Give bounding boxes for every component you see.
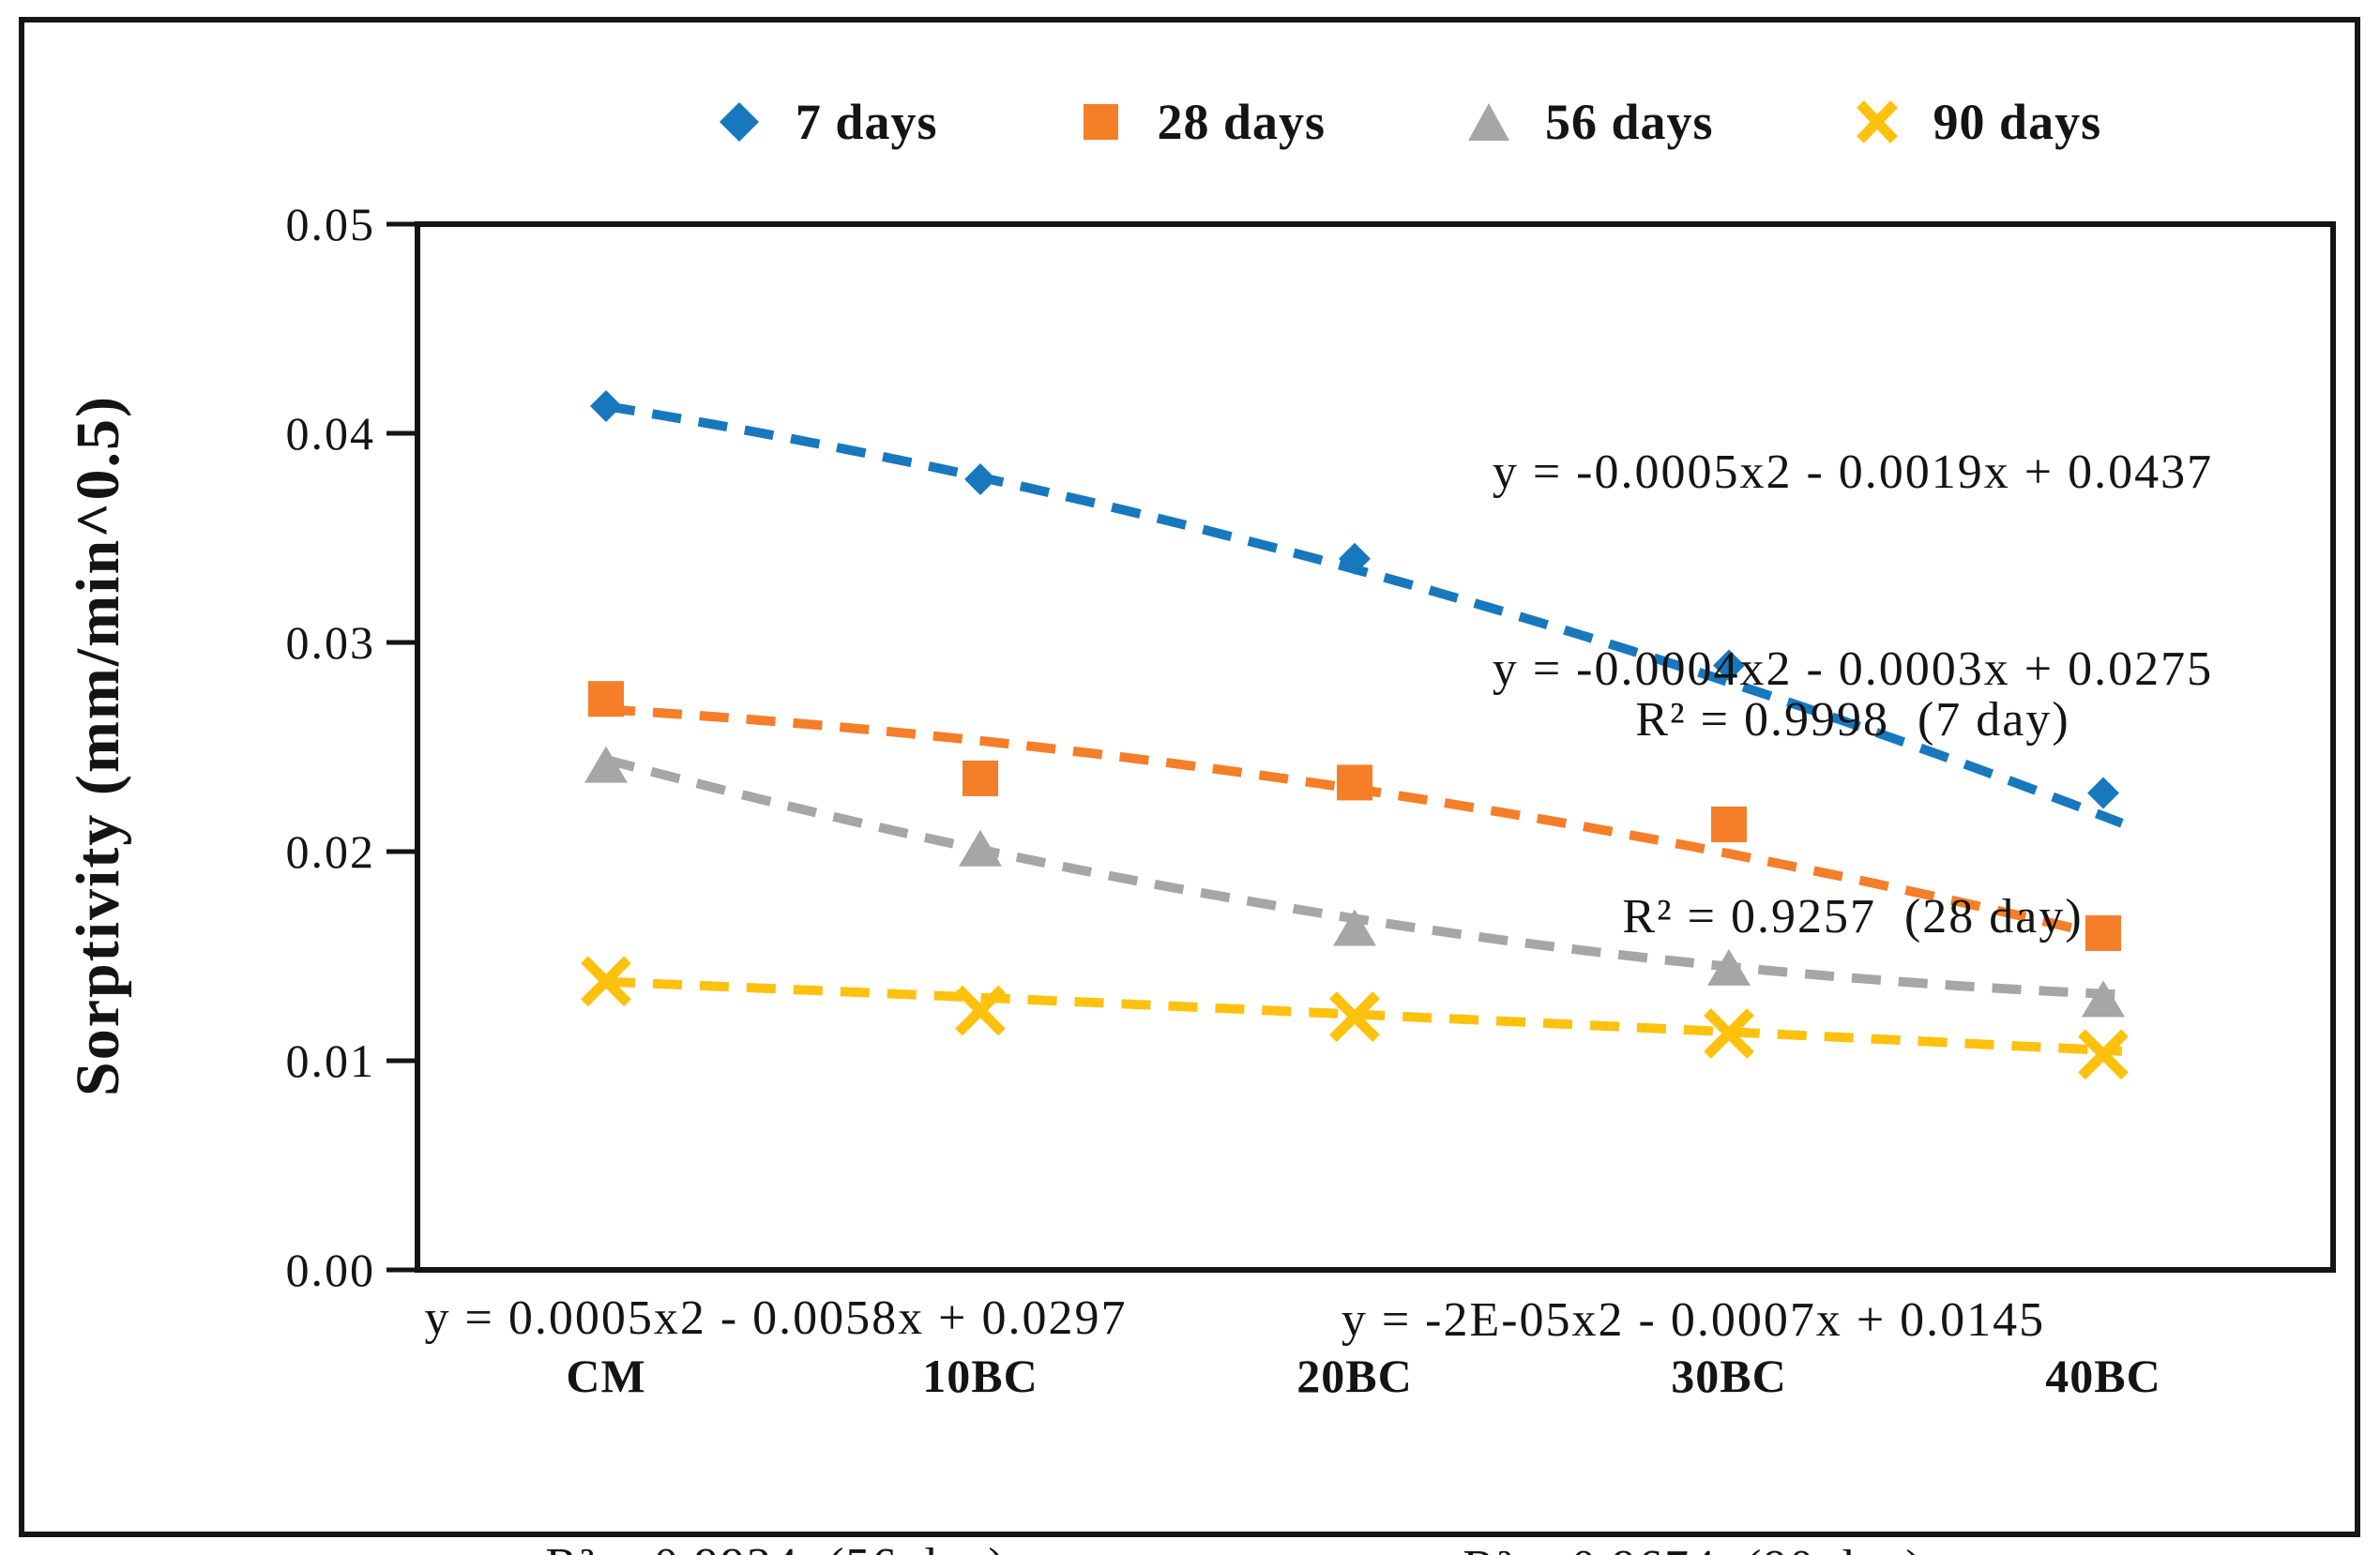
figure-border xyxy=(19,17,2360,1537)
x-category-label-20bc: 20BC xyxy=(1296,1350,1413,1402)
marker-28-days-cm xyxy=(588,681,624,717)
legend-label-56-days: 56 days xyxy=(1545,94,1714,150)
marker-90-days-20bc xyxy=(1329,991,1380,1043)
legend-label-28-days: 28 days xyxy=(1157,94,1326,150)
marker-28-days-30bc xyxy=(1711,807,1747,843)
equation-56-day-formula: y = 0.0005x2 - 0.0058x + 0.0297 xyxy=(424,1291,1128,1345)
marker-7-days-40bc xyxy=(2087,777,2119,809)
equation-7-day-formula: y = -0.0005x2 - 0.0019x + 0.0437 xyxy=(1492,445,2214,499)
equation-90-day: y = -2E-05x2 - 0.0007x + 0.0145 R² = 0.9… xyxy=(1154,1114,2233,1555)
marker-56-days-20bc xyxy=(1333,909,1376,946)
marker-56-days-10bc xyxy=(959,829,1002,867)
trendline-56-days xyxy=(604,755,2123,1000)
marker-7-days-cm xyxy=(590,390,622,423)
y-tick-label-000: 0.00 xyxy=(285,1244,375,1296)
x-category-label-cm: CM xyxy=(566,1350,646,1402)
marker-90-days-30bc xyxy=(1704,1008,1754,1059)
equation-28-day: y = -0.0004x2 - 0.0003x + 0.0275 R² = 0.… xyxy=(1313,463,2380,1124)
x-marker-icon xyxy=(1856,100,1898,143)
y-tick-label-005: 0.05 xyxy=(285,198,375,250)
x-category-label-10bc: 10BC xyxy=(922,1350,1038,1402)
y-axis-title: Sorptivity (mm/min^0.5) xyxy=(64,395,132,1096)
equation-90-day-r2: R² = 0.9674 (90 day) xyxy=(1154,1527,2233,1555)
equation-7-day-r2: R² = 0.9998 (7 day) xyxy=(1635,693,2070,747)
y-tick-label-002: 0.02 xyxy=(285,825,375,878)
legend-item-90-days: 90 days xyxy=(1853,93,2102,151)
marker-7-days-30bc xyxy=(1713,649,1745,682)
equation-90-day-formula: y = -2E-05x2 - 0.0007x + 0.0145 xyxy=(1341,1293,2046,1347)
equation-56-day-r2: R² = 0.9924 (56 day) xyxy=(236,1525,1315,1555)
legend-item-7-days: 7 days xyxy=(715,93,938,151)
equation-7-day: y = -0.0005x2 - 0.0019x + 0.0437 R² = 0.… xyxy=(1313,266,2380,927)
legend: 7 days 28 days 56 days 90 days xyxy=(417,77,2333,167)
y-tick-label-004: 0.04 xyxy=(285,407,375,460)
marker-7-days-20bc xyxy=(1339,542,1371,575)
marker-28-days-10bc xyxy=(963,760,998,796)
marker-56-days-40bc xyxy=(2082,980,2125,1018)
legend-item-56-days: 56 days xyxy=(1464,93,1714,151)
marker-56-days-30bc xyxy=(1707,948,1751,986)
marker-28-days-40bc xyxy=(2085,914,2121,951)
marker-7-days-10bc xyxy=(964,463,996,496)
x-category-label-40bc: 40BC xyxy=(2045,1350,2161,1402)
trendline-7-days xyxy=(605,401,2124,828)
marker-28-days-20bc xyxy=(1337,764,1372,801)
equation-28-day-r2: R² = 0.9257 (28 day) xyxy=(1622,890,2084,944)
x-category-label-30bc: 30BC xyxy=(1671,1350,1787,1402)
legend-label-7-days: 7 days xyxy=(795,94,938,150)
y-tick-label-003: 0.03 xyxy=(285,616,375,669)
marker-90-days-10bc xyxy=(955,985,1006,1036)
legend-item-28-days: 28 days xyxy=(1076,93,1326,151)
triangle-marker-icon xyxy=(1468,103,1509,141)
marker-90-days-cm xyxy=(581,956,631,1007)
equation-28-day-formula: y = -0.0004x2 - 0.0003x + 0.0275 xyxy=(1492,642,2214,696)
y-tick-label-001: 0.01 xyxy=(285,1034,375,1087)
diamond-marker-icon xyxy=(719,102,759,142)
legend-label-90-days: 90 days xyxy=(1933,94,2102,150)
marker-90-days-40bc xyxy=(2078,1029,2129,1080)
equation-56-day: y = 0.0005x2 - 0.0058x + 0.0297 R² = 0.9… xyxy=(236,1112,1315,1555)
square-marker-icon xyxy=(1084,104,1119,140)
marker-56-days-cm xyxy=(584,746,628,783)
plot-frame xyxy=(415,221,2336,1273)
